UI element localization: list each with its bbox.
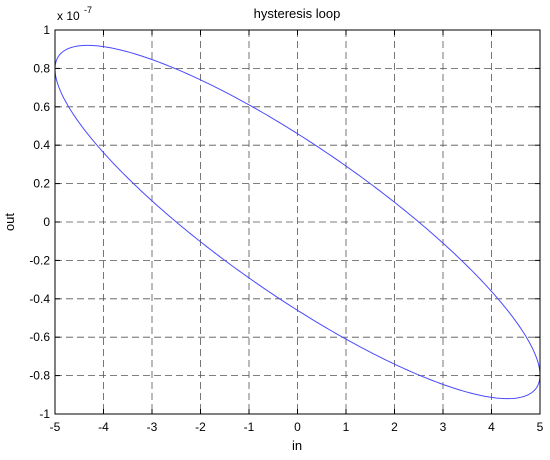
- y-tick-label: -0.6: [29, 330, 50, 344]
- y-tick-label: 1: [43, 23, 50, 37]
- x-tick-label: -4: [98, 420, 109, 434]
- y-exponent-power: -7: [84, 5, 92, 15]
- y-tick-label: 0.6: [33, 100, 50, 114]
- series-group: [54, 44, 541, 400]
- y-tick-label: -0.4: [29, 292, 50, 306]
- y-tick-label: 0: [43, 215, 50, 229]
- x-tick-label: -2: [195, 420, 206, 434]
- x-tick-label: -1: [244, 420, 255, 434]
- hysteresis-loop-line: [54, 44, 541, 400]
- x-tick-label: -3: [147, 420, 158, 434]
- y-tick-label: -1: [39, 407, 50, 421]
- y-tick-label: -0.2: [29, 253, 50, 267]
- y-tick-label: 0.4: [33, 138, 50, 152]
- x-tick-label: 1: [343, 420, 350, 434]
- x-tick-label: 2: [391, 420, 398, 434]
- grid-lines: [55, 30, 540, 414]
- x-axis-label: in: [292, 438, 302, 453]
- y-tick-label: 0.2: [33, 177, 50, 191]
- tick-labels: -5 -4 -3 -2 -1 0 1 2 3 4 5 -1 -0.8 -0.6 -0.4 -0.2 0 0.2 0.…: [29, 23, 543, 434]
- x-tick-label: 5: [537, 420, 544, 434]
- y-tick-label: 0.8: [33, 61, 50, 75]
- chart-title: hysteresis loop: [254, 6, 341, 21]
- x-tick-label: 4: [488, 420, 495, 434]
- x-tick-label: -5: [50, 420, 61, 434]
- y-exponent-label: x 10: [57, 9, 80, 23]
- tick-marks: [54, 29, 541, 415]
- y-axis-label: out: [2, 213, 17, 231]
- x-tick-label: 0: [294, 420, 301, 434]
- y-tick-label: -0.8: [29, 369, 50, 383]
- x-tick-label: 3: [440, 420, 447, 434]
